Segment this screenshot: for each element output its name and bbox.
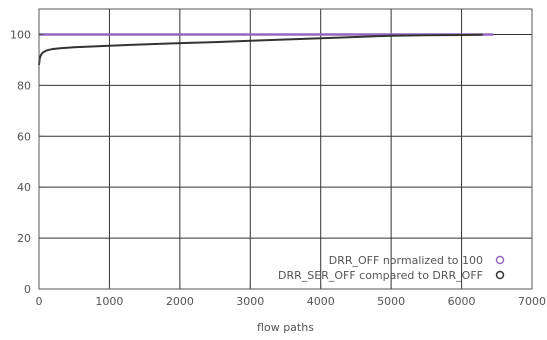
y-tick-label: 40 (17, 181, 31, 194)
x-tick-label: 6000 (448, 295, 476, 308)
x-tick-label: 4000 (307, 295, 335, 308)
legend-label-2: DRR_SER_OFF compared to DRR_OFF (278, 269, 483, 282)
y-tick-label: 100 (10, 28, 31, 41)
y-tick-label: 0 (24, 283, 31, 296)
plot-frame (38, 8, 533, 290)
legend-marker-2 (495, 270, 505, 280)
y-tick-label: 60 (17, 130, 31, 143)
x-axis-label: flow paths (257, 321, 314, 334)
y-tick-label: 20 (17, 232, 31, 245)
legend: DRR_OFF normalized to 100 DRR_SER_OFF com… (278, 254, 505, 282)
axis-ticks: 0 1000 2000 3000 4000 5000 6000 7000 0 20 40 60 80 10… (10, 28, 546, 308)
x-tick-label: 2000 (166, 295, 194, 308)
x-tick-label: 0 (36, 295, 43, 308)
legend-marker-1 (495, 255, 505, 265)
series-line-2 (38, 33, 483, 66)
x-tick-label: 3000 (236, 295, 264, 308)
x-tick-label: 7000 (518, 295, 546, 308)
legend-label-1: DRR_OFF normalized to 100 (329, 254, 483, 267)
x-tick-label: 1000 (95, 295, 123, 308)
grid (39, 9, 532, 289)
x-tick-label: 5000 (377, 295, 405, 308)
series-lines (38, 33, 494, 66)
y-tick-label: 80 (17, 79, 31, 92)
